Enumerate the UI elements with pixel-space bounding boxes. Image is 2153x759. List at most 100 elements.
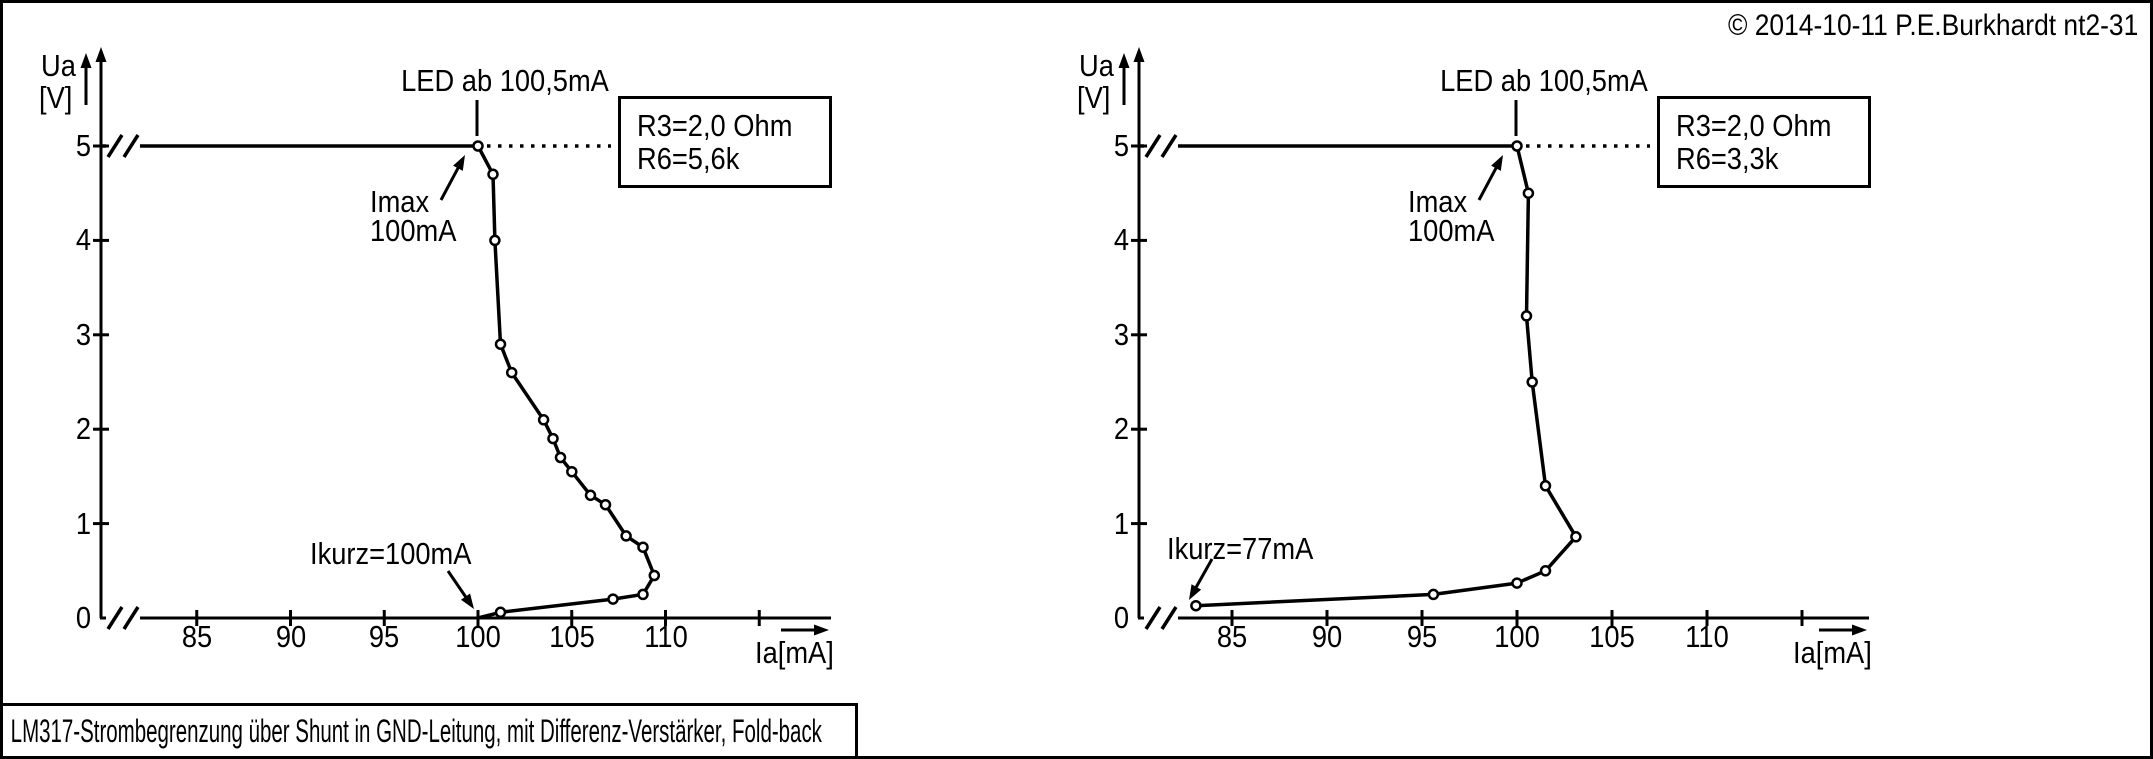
data-point — [1539, 565, 1552, 577]
data-point — [648, 569, 661, 582]
plots-canvas — [80, 47, 1869, 636]
data-point — [607, 593, 619, 605]
axis-break-slash — [122, 606, 140, 630]
x-tick-label: 90 — [1311, 619, 1343, 654]
params-box: R3=2,0 Ohm R6=3,3k — [1657, 96, 1871, 188]
data-point — [494, 338, 507, 350]
axis-break-slash — [1160, 606, 1178, 630]
origin-label: 0 — [75, 600, 91, 635]
params-line-r6: R6=3,3k — [1676, 140, 1779, 176]
origin-label: 0 — [1113, 600, 1129, 635]
x-axis-title-arrow-head — [1852, 624, 1867, 636]
copyright-note: © 2014-10-11 P.E.Burkhardt nt2-31 — [1727, 9, 2138, 42]
chart-0 — [80, 47, 831, 636]
caption-bar: LM317-Strombegrenzung über Shunt in GND-… — [3, 703, 858, 756]
data-point — [547, 432, 559, 445]
curve — [1195, 145, 1578, 608]
ikurz-annotation: Ikurz=100mA — [310, 536, 472, 571]
y-tick-label: 3 — [75, 316, 91, 352]
imax-annotation: Imax 100mA — [1408, 186, 1506, 248]
x-tick-label: 105 — [548, 619, 595, 654]
y-tick-label: 4 — [1113, 222, 1129, 258]
imax-line2: 100mA — [370, 213, 457, 248]
x-tick-label: 100 — [1494, 619, 1540, 654]
y-tick-label: 1 — [75, 505, 91, 541]
ikurz-arrow — [1192, 558, 1214, 593]
axis-break-slash — [106, 606, 124, 630]
data-point — [489, 234, 501, 247]
y-axis-head — [1133, 47, 1145, 62]
data-point — [537, 414, 550, 426]
data-point — [494, 606, 507, 619]
params-line-r6: R6=5,6k — [637, 140, 740, 176]
axis-break-slash — [106, 134, 124, 158]
axis-break-slash — [122, 134, 140, 158]
ikurz-arrow — [446, 570, 470, 602]
data-point — [584, 489, 597, 502]
y-tick-label: 5 — [75, 128, 91, 163]
chart-1 — [1118, 47, 1869, 636]
x-tick-label: 105 — [1589, 619, 1635, 654]
ikurz-arrow-head — [1189, 584, 1202, 600]
params-line-r3: R3=2,0 Ohm — [637, 107, 793, 143]
axis-break-slash — [1144, 134, 1162, 158]
y-tick-label: 5 — [1113, 128, 1129, 163]
led-annotation: LED ab 100,5mA — [1440, 63, 1648, 98]
x-axis-title: Ia[mA] — [1793, 635, 1872, 670]
data-point — [1511, 577, 1523, 589]
x-tick-label: 90 — [275, 619, 306, 654]
data-point — [566, 465, 578, 478]
x-tick-label: 110 — [643, 619, 688, 654]
y-axis-title: Ua — [41, 48, 76, 83]
curve — [476, 145, 657, 620]
y-tick-label: 2 — [1113, 411, 1129, 447]
y-axis-title: Ua — [1079, 48, 1114, 83]
imax-annotation: Imax 100mA — [370, 184, 468, 248]
caption-text: LM317-Strombegrenzung über Shunt in GND-… — [10, 712, 822, 749]
x-axis-title: Ia[mA] — [755, 635, 834, 670]
data-point — [620, 530, 632, 542]
imax-line1: Imax — [370, 184, 430, 219]
axis-break-slash — [1144, 606, 1162, 630]
imax-arrow — [439, 163, 462, 201]
data-point — [1526, 376, 1538, 388]
imax-arrow-head — [453, 155, 465, 171]
y-tick-label: 4 — [75, 222, 91, 258]
data-point — [472, 140, 484, 152]
x-tick-label: 85 — [181, 619, 212, 654]
x-axis-title-arrow-head — [814, 624, 829, 636]
data-point — [505, 366, 518, 379]
y-axis-unit: [V] — [39, 80, 73, 115]
data-point — [1190, 599, 1202, 612]
x-tick-label: 95 — [369, 619, 400, 654]
axis-break-slash — [1160, 134, 1178, 158]
data-point — [637, 588, 649, 601]
y-axis-head — [95, 47, 107, 62]
data-point — [599, 498, 612, 511]
params-line-r3: R3=2,0 Ohm — [1676, 107, 1832, 143]
data-point — [1539, 480, 1552, 492]
data-point — [1520, 310, 1533, 322]
y-tick-label: 3 — [1113, 316, 1129, 352]
x-tick-label: 100 — [455, 619, 501, 654]
data-point — [1570, 531, 1582, 543]
data-point — [637, 541, 649, 553]
data-point — [1522, 187, 1535, 199]
y-axis-unit: [V] — [1077, 80, 1111, 115]
x-tick-label: 110 — [1685, 619, 1729, 654]
y-tick-label: 2 — [75, 411, 91, 447]
imax-arrow-head — [1491, 155, 1503, 171]
x-tick-label: 95 — [1406, 619, 1438, 654]
y-axis-title-arrow-head — [1118, 53, 1130, 68]
ikurz-arrow-head — [460, 593, 474, 609]
params-box: R3=2,0 Ohm R6=5,6k — [618, 96, 832, 188]
data-point — [1511, 140, 1523, 152]
data-point — [487, 168, 499, 181]
y-tick-label: 1 — [1113, 505, 1129, 541]
data-point — [1427, 588, 1440, 601]
ikurz-annotation: Ikurz=77mA — [1167, 531, 1314, 566]
imax-arrow — [1477, 163, 1500, 201]
imax-line2: 100mA — [1408, 213, 1495, 248]
led-annotation: LED ab 100,5mA — [401, 63, 609, 98]
